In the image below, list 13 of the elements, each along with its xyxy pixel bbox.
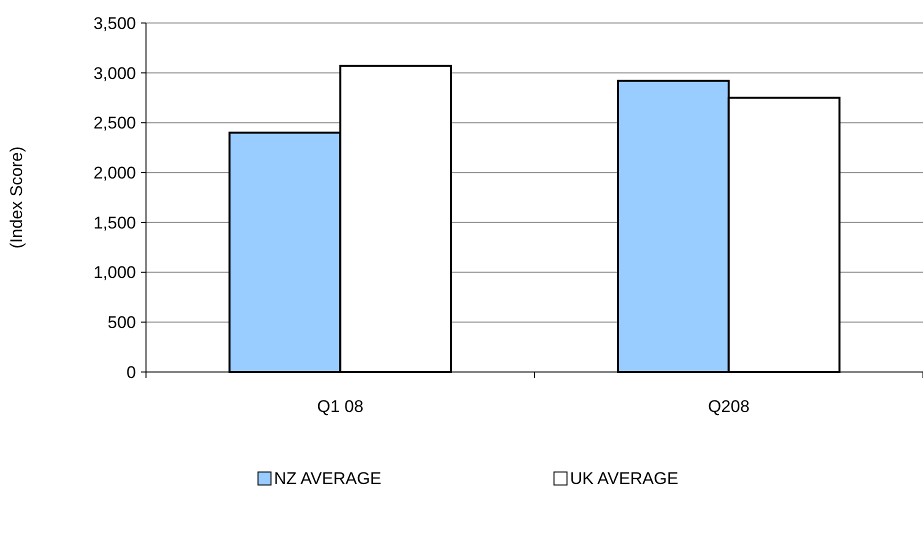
y-tick-label: 1,000	[93, 263, 136, 282]
legend-label: UK AVERAGE	[570, 468, 678, 488]
y-tick-label: 1,500	[93, 213, 136, 232]
y-tick-label: 500	[108, 313, 136, 332]
legend-label: NZ AVERAGE	[274, 468, 382, 488]
x-tick-label: Q208	[708, 397, 750, 416]
y-tick-label: 3,500	[93, 14, 136, 33]
y-tick-label: 3,000	[93, 64, 136, 83]
y-tick-label: 2,500	[93, 114, 136, 133]
y-tick-label: 2,000	[93, 164, 136, 183]
y-axis-title: (Index Score)	[7, 146, 26, 249]
y-tick-label: 0	[126, 362, 136, 382]
x-tick-label: Q1 08	[317, 397, 364, 416]
